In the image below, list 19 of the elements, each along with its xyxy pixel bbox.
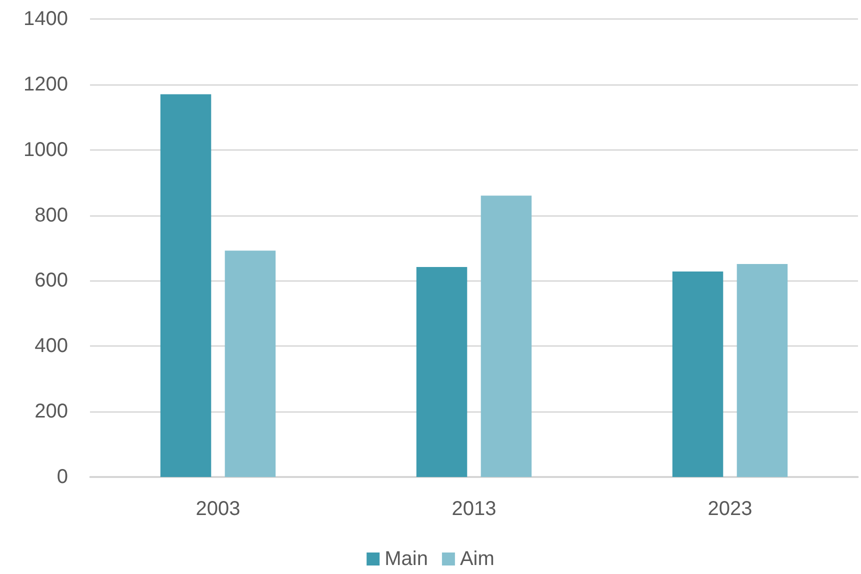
x-tick-label: 2023: [708, 498, 752, 520]
y-tick-label: 0: [56, 466, 68, 488]
bar: [416, 266, 468, 477]
x-tick-label: 2013: [452, 498, 496, 520]
y-tick-label: 200: [34, 400, 68, 423]
y-tick-label: 400: [34, 335, 68, 358]
bar: [736, 264, 788, 477]
bar: [160, 94, 212, 477]
y-tick-label: 1000: [24, 138, 68, 161]
legend-label: Main: [384, 548, 428, 570]
y-tick-label: 1400: [24, 8, 68, 30]
y-tick-label: 600: [34, 270, 68, 292]
bar: [480, 196, 532, 477]
legend-label: Aim: [460, 548, 494, 570]
y-tick-label: 800: [34, 204, 68, 226]
bar: [672, 272, 724, 477]
x-tick-label: 2003: [196, 498, 240, 520]
y-tick-label: 1200: [24, 73, 68, 96]
bar: [224, 250, 276, 477]
